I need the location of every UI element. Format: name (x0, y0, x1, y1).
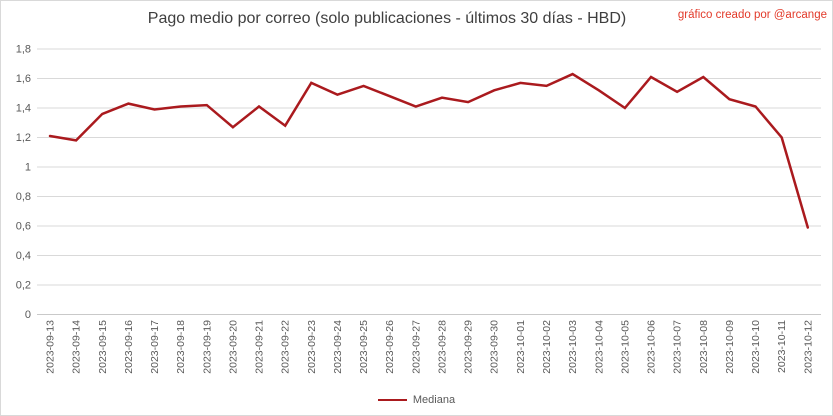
x-tick-label: 2023-10-12 (802, 320, 814, 374)
x-tick-label: 2023-09-24 (332, 320, 344, 374)
x-tick-label: 2023-09-15 (97, 320, 109, 374)
x-tick-label: 2023-09-21 (254, 320, 266, 374)
series-line (48, 72, 810, 229)
x-tick-label: 2023-09-20 (227, 320, 239, 374)
x-tick-label: 2023-10-11 (776, 320, 788, 373)
x-tick-label: 2023-09-26 (384, 320, 396, 374)
x-tick-label: 2023-10-03 (567, 320, 579, 374)
x-tick-label: 2023-10-07 (672, 320, 684, 374)
y-tick-label: 0,2 (16, 280, 31, 292)
x-tick-label: 2023-10-09 (724, 320, 736, 374)
chart-title: Pago medio por correo (solo publicacione… (147, 10, 627, 27)
y-tick-label: 0,4 (16, 250, 31, 262)
x-tick-label: 2023-09-29 (463, 320, 475, 374)
x-tick-label: 2023-09-13 (45, 320, 57, 374)
x-tick-label: 2023-09-18 (175, 320, 187, 374)
x-tick-label: 2023-09-30 (489, 320, 501, 374)
y-tick-label: 1,4 (16, 103, 31, 115)
legend-series-label: Mediana (412, 394, 456, 406)
x-tick-label: 2023-10-05 (619, 320, 631, 374)
y-tick-label: 1 (25, 162, 31, 174)
y-tick-label: 1,8 (16, 44, 31, 56)
y-tick-label: 0,6 (16, 221, 31, 233)
y-tick-label: 0 (25, 309, 31, 321)
x-tick-label: 2023-10-04 (593, 320, 605, 374)
x-tick-label: 2023-09-28 (436, 320, 448, 374)
x-tick-label: 2023-10-08 (698, 320, 710, 374)
x-tick-label: 2023-09-14 (71, 320, 83, 374)
y-tick-label: 1,2 (16, 132, 31, 144)
x-tick-label: 2023-09-27 (410, 320, 422, 374)
legend: Mediana (1, 394, 832, 406)
x-tick-label: 2023-09-19 (201, 320, 213, 374)
x-tick-label: 2023-09-17 (149, 320, 161, 374)
legend-line-swatch (377, 398, 407, 402)
x-tick-label: 2023-09-22 (280, 320, 292, 374)
x-tick-label: 2023-09-16 (123, 320, 135, 374)
credit-text: gráfico creado por @arcange (677, 9, 827, 21)
x-tick-label: 2023-10-06 (646, 320, 658, 374)
x-tick-label: 2023-09-25 (358, 320, 370, 374)
y-tick-label: 0,8 (16, 191, 31, 203)
x-tick-label: 2023-10-02 (541, 320, 553, 374)
y-tick-label: 1,6 (16, 73, 31, 85)
x-tick-label: 2023-10-10 (750, 320, 762, 374)
x-tick-label: 2023-10-01 (515, 320, 527, 374)
x-tick-label: 2023-09-23 (306, 320, 318, 374)
